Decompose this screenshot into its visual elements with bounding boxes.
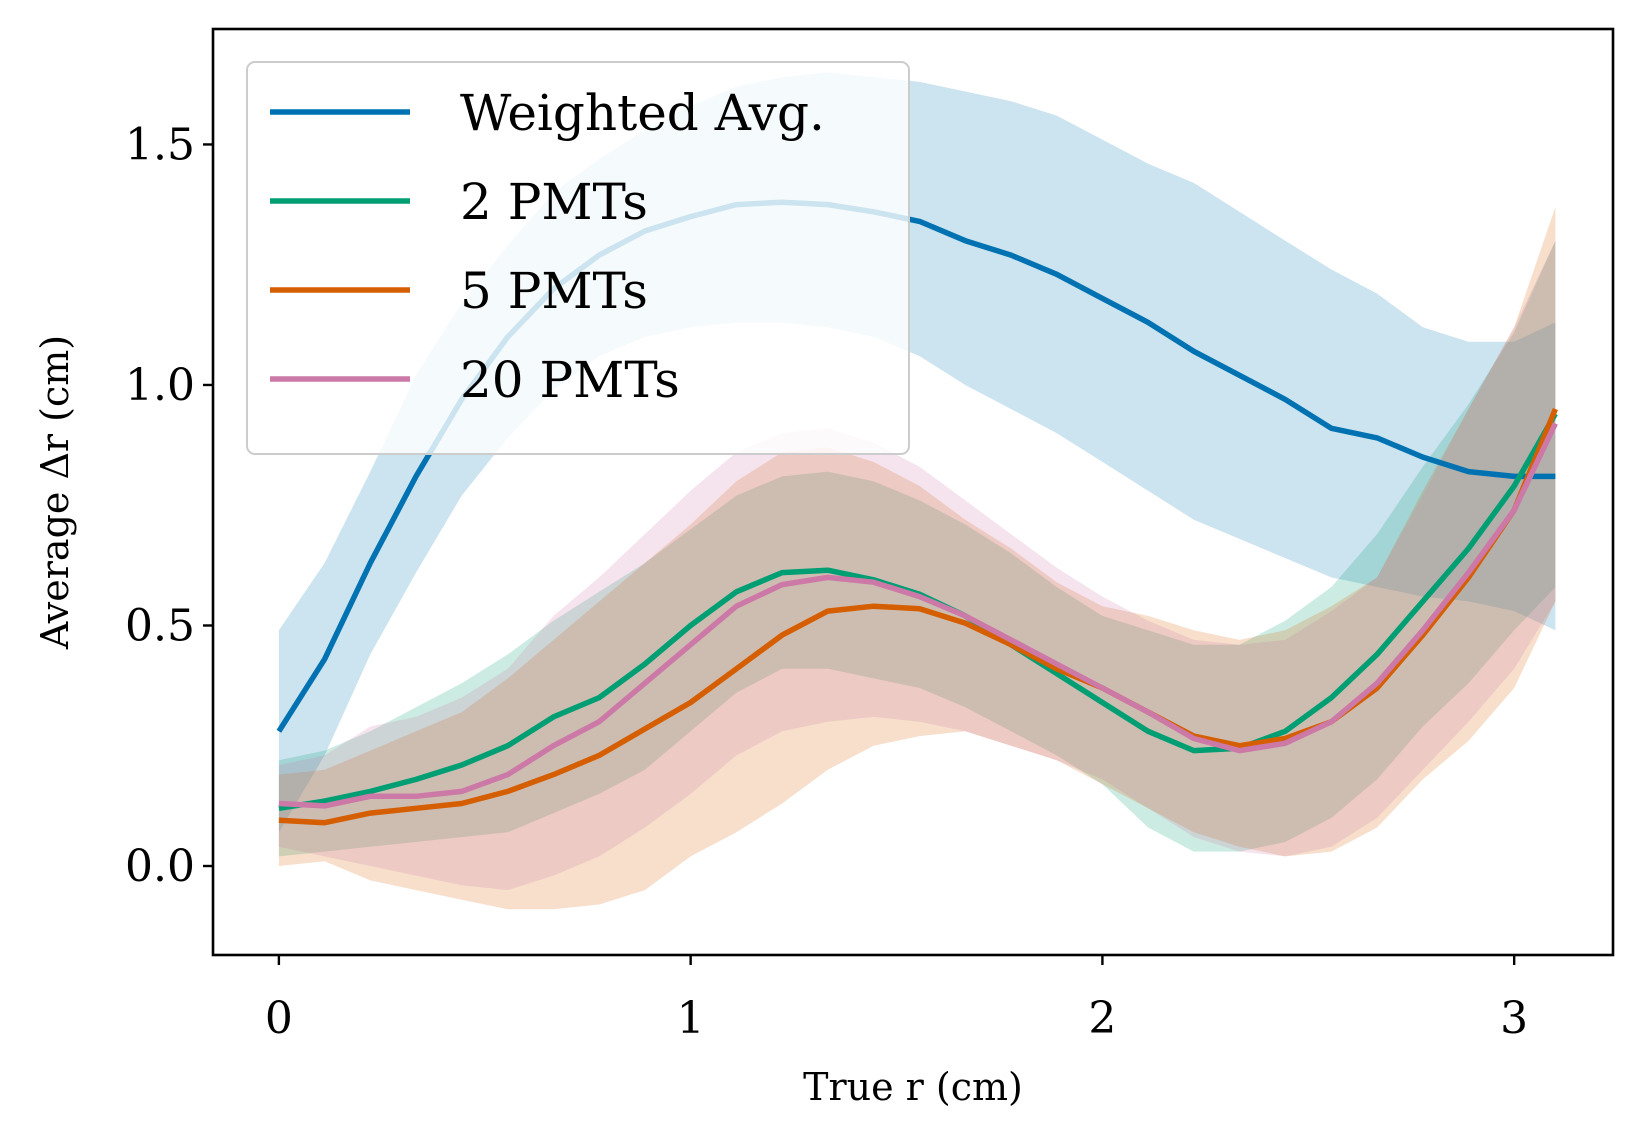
band-20-pmts (278, 240, 1556, 891)
band-2-pmts (278, 240, 1556, 857)
legend-item-weighted-avg: Weighted Avg. (270, 84, 825, 142)
line-20-pmts (278, 422, 1558, 809)
x-tick-label-1: 1 (677, 993, 705, 1044)
legend-label-20-pmts: 20 PMTs (460, 351, 680, 409)
x-tick-label-2: 2 (1088, 993, 1116, 1044)
y-axis-label: Average Δr (cm) (33, 335, 77, 650)
legend-label-weighted-avg: Weighted Avg. (460, 84, 825, 142)
legend-item-2-pmts: 2 PMTs (270, 173, 648, 231)
x-tick-label-3: 3 (1500, 993, 1528, 1044)
legend: Weighted Avg. 2 PMTs 5 PMTs 20 PMTs (246, 61, 910, 455)
band-5-pmts (278, 207, 1556, 910)
x-tick-label-0: 0 (265, 993, 293, 1044)
legend-label-5-pmts: 5 PMTs (460, 262, 648, 320)
y-tick-label-0.5: 0.5 (125, 600, 195, 651)
x-axis-label: True r (cm) (803, 1065, 1023, 1109)
y-tick-label-0: 0.0 (125, 841, 195, 892)
legend-label-2-pmts: 2 PMTs (460, 173, 648, 231)
legend-item-5-pmts: 5 PMTs (270, 262, 648, 320)
legend-item-20-pmts: 20 PMTs (270, 351, 680, 409)
legend-frame (246, 61, 910, 455)
x-axis: 0 1 2 3 (265, 955, 1528, 1044)
plot-frame (211, 27, 1615, 957)
y-tick-label-1: 1.0 (125, 360, 195, 411)
y-tick-label-1.5: 1.5 (125, 119, 195, 170)
y-axis: 0.0 0.5 1.0 1.5 (125, 119, 213, 892)
